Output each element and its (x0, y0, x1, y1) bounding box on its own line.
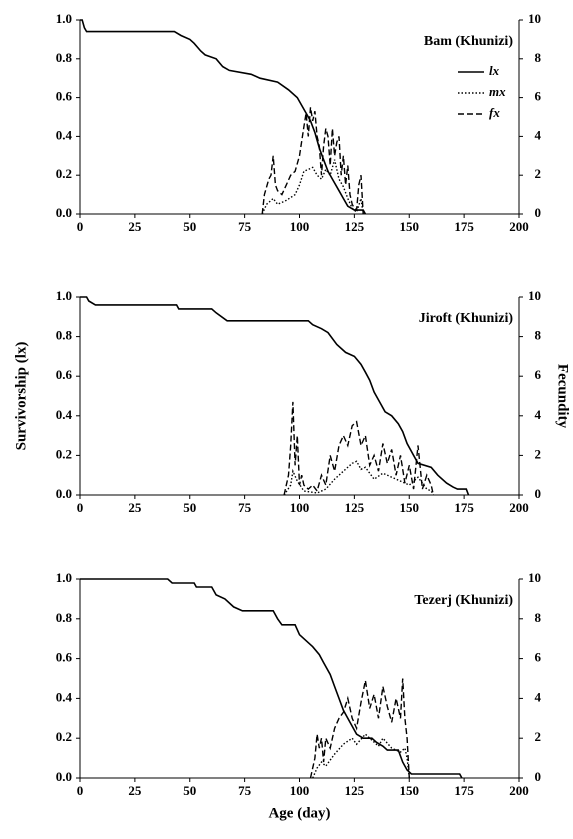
y-tick-label: 0.4 (56, 407, 73, 422)
panel-title: Bam (Khunizi) (424, 34, 513, 49)
panel-title: Tezerj (Khunizi) (414, 593, 513, 608)
x-tick-label: 200 (509, 500, 529, 515)
y-tick-label: 0.0 (56, 486, 72, 501)
x-tick-label: 100 (290, 219, 310, 234)
y2-tick-label: 4 (535, 127, 542, 142)
y-tick-label: 0.6 (56, 650, 73, 665)
axes (79, 297, 520, 496)
series-line (80, 19, 367, 215)
x-tick-label: 75 (238, 500, 252, 515)
panel-title: Jiroft (Khunizi) (419, 311, 514, 326)
y-tick-label: 0.4 (56, 689, 73, 704)
y2-tick-label: 8 (535, 50, 542, 65)
x-tick-label: 125 (345, 783, 365, 798)
x-axis-label: Age (day) (268, 805, 330, 821)
x-tick-label: 75 (238, 219, 252, 234)
x-tick-label: 0 (77, 219, 84, 234)
y2-tick-label: 10 (528, 570, 541, 585)
y2-tick-label: 10 (528, 288, 541, 303)
x-tick-label: 25 (128, 783, 142, 798)
y2-axis-label: Fecundity (555, 364, 571, 429)
axes (79, 579, 520, 779)
y-tick-label: 0.0 (56, 205, 72, 220)
series-line (283, 460, 435, 496)
x-tick-label: 75 (238, 783, 252, 798)
y-tick-label: 0.4 (56, 127, 73, 142)
y-tick-label: 0.6 (56, 367, 73, 382)
x-tick-label: 175 (454, 783, 474, 798)
x-tick-label: 50 (183, 783, 196, 798)
y-tick-label: 0.2 (56, 729, 72, 744)
x-tick-label: 150 (400, 219, 420, 234)
y2-tick-label: 10 (528, 11, 541, 26)
x-tick-label: 125 (345, 500, 365, 515)
series-line (309, 678, 410, 779)
x-tick-label: 100 (290, 783, 310, 798)
y2-tick-label: 6 (535, 89, 542, 104)
y2-tick-label: 2 (535, 166, 542, 181)
legend-label: fx (489, 105, 500, 120)
y-tick-label: 1.0 (56, 570, 72, 585)
series-line (80, 296, 470, 496)
x-tick-label: 200 (509, 219, 529, 234)
y-tick-label: 0.8 (56, 610, 73, 625)
y-tick-label: 0.8 (56, 50, 73, 65)
y2-tick-label: 4 (535, 689, 542, 704)
y2-tick-label: 8 (535, 610, 542, 625)
x-tick-label: 50 (183, 500, 196, 515)
y2-tick-label: 2 (535, 729, 542, 744)
y2-tick-label: 2 (535, 446, 542, 461)
series-line (80, 578, 463, 779)
y-tick-label: 0.0 (56, 769, 72, 784)
y2-tick-label: 0 (535, 205, 542, 220)
x-tick-label: 175 (454, 500, 474, 515)
y2-tick-label: 0 (535, 486, 542, 501)
series-line (283, 401, 435, 496)
y2-tick-label: 0 (535, 769, 542, 784)
x-tick-label: 50 (183, 219, 196, 234)
y-tick-label: 0.8 (56, 328, 73, 343)
y-tick-label: 0.2 (56, 446, 72, 461)
y-tick-label: 0.6 (56, 89, 73, 104)
x-tick-label: 100 (290, 500, 310, 515)
x-tick-label: 25 (128, 500, 142, 515)
x-tick-label: 125 (345, 219, 365, 234)
legend-label: lx (489, 63, 500, 78)
x-tick-label: 175 (454, 219, 474, 234)
y-tick-label: 0.2 (56, 166, 72, 181)
x-tick-label: 150 (400, 500, 420, 515)
y-tick-label: 1.0 (56, 288, 72, 303)
series-line (312, 733, 410, 779)
y2-tick-label: 8 (535, 328, 542, 343)
x-tick-label: 25 (128, 219, 142, 234)
series-line (261, 107, 364, 215)
legend-label: mx (489, 84, 506, 99)
y2-tick-label: 6 (535, 650, 542, 665)
x-tick-label: 200 (509, 783, 529, 798)
y2-tick-label: 4 (535, 407, 542, 422)
x-tick-label: 0 (77, 783, 84, 798)
y-tick-label: 1.0 (56, 11, 72, 26)
y-axis-label: Survivorship (lx) (13, 342, 29, 451)
x-tick-label: 0 (77, 500, 84, 515)
x-tick-label: 150 (400, 783, 420, 798)
y2-tick-label: 6 (535, 367, 542, 382)
